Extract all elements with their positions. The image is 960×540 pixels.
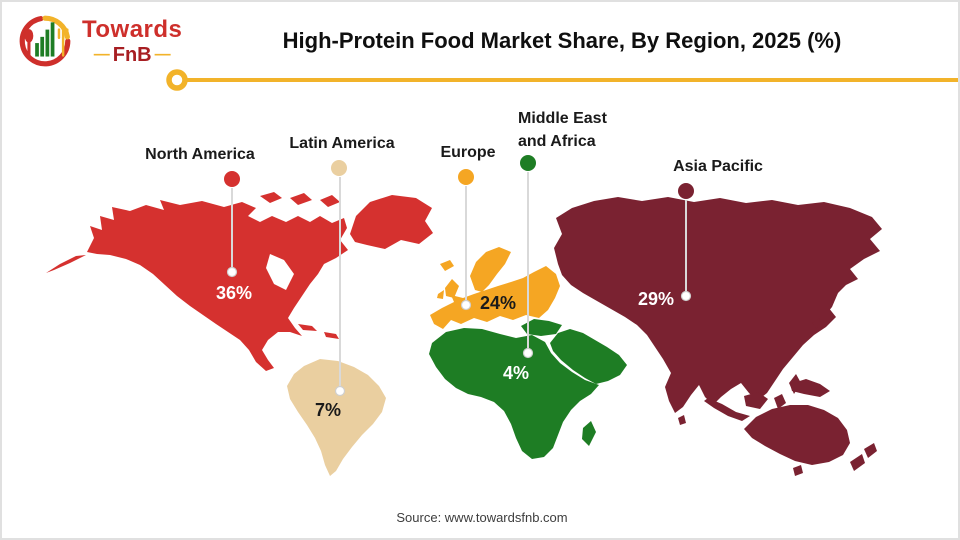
japan bbox=[817, 288, 838, 318]
hudson-bay bbox=[266, 254, 294, 290]
caribbean-island bbox=[298, 324, 317, 331]
arctic-island bbox=[260, 192, 282, 203]
sulawesi bbox=[774, 394, 786, 409]
map-region-asia-pacific bbox=[554, 197, 882, 476]
africa bbox=[429, 328, 599, 459]
callout-endpoints bbox=[226, 266, 692, 397]
arctic-island bbox=[290, 193, 312, 205]
region-dot-latin-america bbox=[331, 160, 347, 176]
map-region-latin-america bbox=[287, 359, 386, 476]
region-value-middle-east-africa: 4% bbox=[502, 363, 529, 383]
endpoint-middle-east-africa bbox=[522, 347, 534, 359]
region-label-europe: Europe bbox=[440, 144, 496, 161]
caribbean-island bbox=[324, 332, 339, 339]
scandinavia bbox=[470, 247, 511, 292]
south-america bbox=[287, 359, 386, 476]
tasmania bbox=[793, 465, 803, 476]
region-value-europe: 24% bbox=[479, 293, 517, 313]
new-zealand-south bbox=[850, 454, 865, 471]
borneo bbox=[744, 392, 768, 409]
aleutian-islands bbox=[46, 255, 86, 273]
brand-logo: Towards — FnB — bbox=[16, 12, 182, 70]
japan-south bbox=[812, 318, 820, 329]
ireland bbox=[437, 290, 444, 299]
accent-divider-ring bbox=[166, 69, 188, 91]
map-region-europe bbox=[430, 247, 560, 329]
australia bbox=[744, 405, 850, 465]
bar-chart-icon bbox=[35, 22, 55, 57]
accent-divider bbox=[166, 69, 958, 91]
region-label-middle-east-africa: Middle East and Africa bbox=[518, 110, 607, 151]
sumatra-java bbox=[704, 398, 750, 421]
anatolia bbox=[521, 319, 562, 336]
brand-name-bottom: — FnB — bbox=[82, 45, 182, 65]
region-label-north-america: North America bbox=[145, 146, 255, 163]
region-label-latin-america: Latin America bbox=[289, 135, 395, 152]
arctic-island bbox=[320, 195, 340, 207]
logo-dash-right: — bbox=[154, 45, 171, 63]
callout-leader-lines bbox=[231, 172, 687, 391]
page-title: High-Protein Food Market Share, By Regio… bbox=[282, 28, 842, 53]
arabian-peninsula bbox=[550, 329, 627, 384]
region-label-asia-pacific: Asia Pacific bbox=[673, 158, 763, 175]
asia-mainland bbox=[554, 197, 882, 413]
region-value-latin-america: 7% bbox=[314, 400, 341, 420]
brand-name-top: Towards bbox=[82, 15, 183, 43]
fork-icon bbox=[57, 27, 69, 57]
endpoint-north-america bbox=[226, 266, 238, 278]
region-dot-middle-east-africa bbox=[520, 155, 536, 171]
map-region-north-america bbox=[46, 192, 433, 371]
madagascar bbox=[582, 421, 596, 446]
brand-fnb-label: FnB bbox=[112, 43, 152, 66]
logo-dash-left: — bbox=[93, 45, 110, 63]
endpoint-asia-pacific bbox=[680, 290, 692, 302]
region-dot-north-america bbox=[224, 171, 240, 187]
region-value-asia-pacific: 29% bbox=[637, 289, 675, 309]
greenland bbox=[350, 195, 433, 249]
north-america-mainland bbox=[87, 200, 348, 371]
brand-logo-text: Towards — FnB — bbox=[82, 15, 183, 65]
endpoint-latin-america bbox=[334, 385, 346, 397]
spoon-icon bbox=[24, 29, 34, 57]
brand-logo-icon bbox=[19, 15, 71, 67]
endpoint-europe bbox=[460, 299, 472, 311]
region-dot-europe bbox=[458, 169, 474, 185]
source-attribution: Source: www.towardsfnb.com bbox=[396, 510, 568, 525]
region-dot-asia-pacific bbox=[678, 183, 694, 199]
great-britain bbox=[445, 279, 459, 298]
iceland bbox=[440, 260, 454, 271]
sri-lanka bbox=[678, 415, 686, 425]
region-value-north-america: 36% bbox=[215, 283, 253, 303]
map-region-middle-east-africa bbox=[429, 319, 627, 459]
new-guinea bbox=[790, 379, 830, 397]
new-zealand-north bbox=[864, 443, 877, 458]
